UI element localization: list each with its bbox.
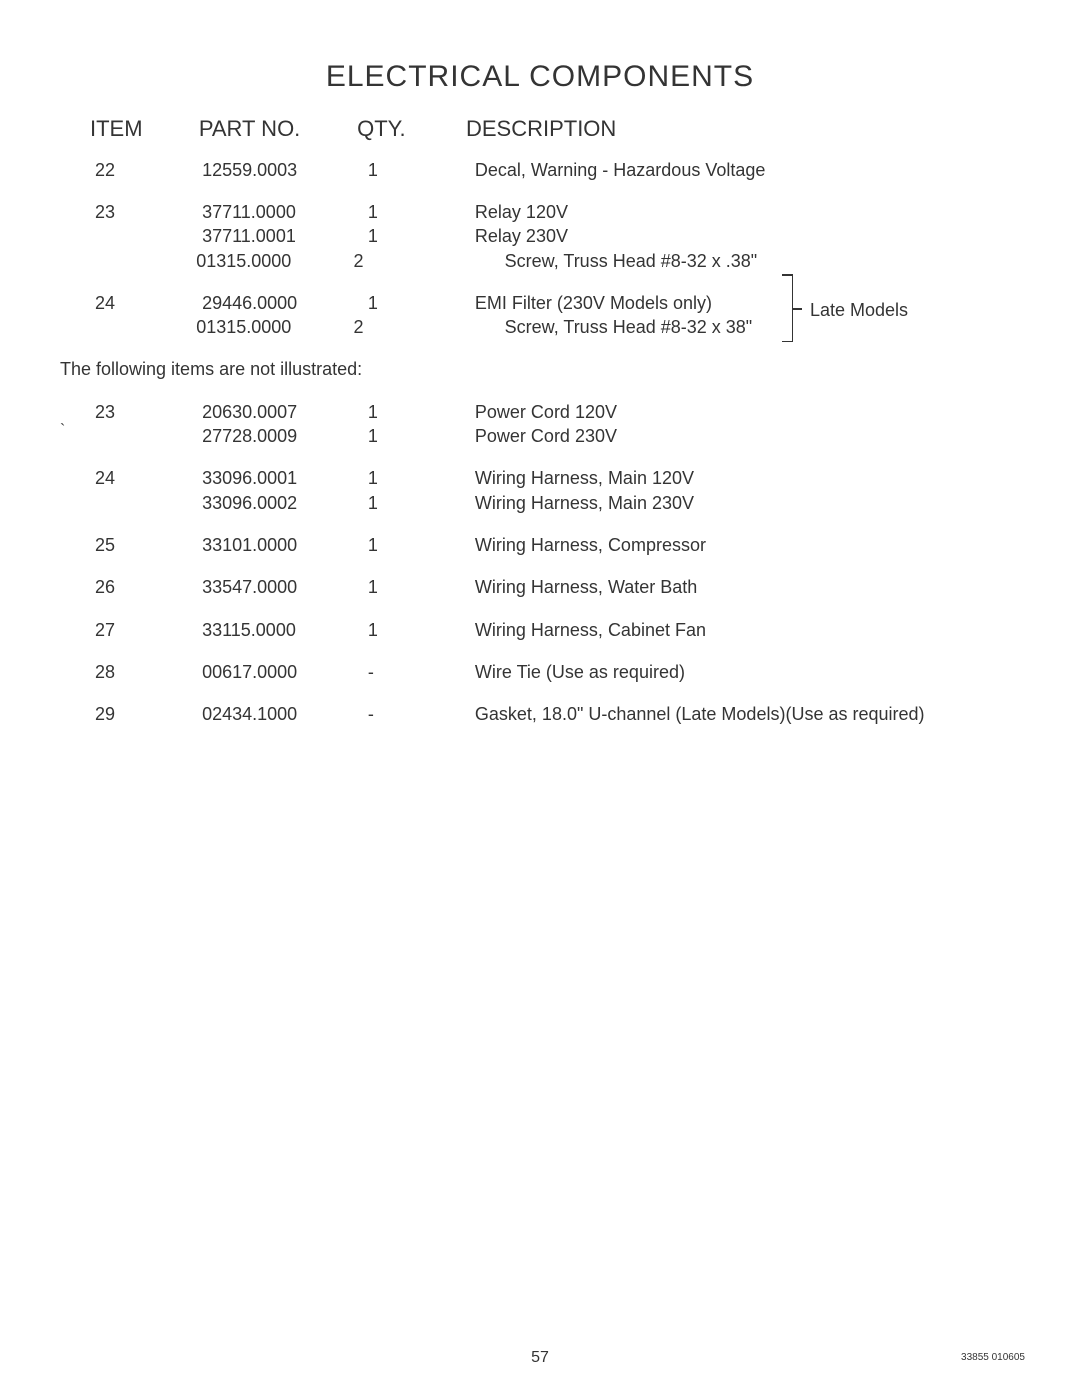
cell-qty: - [358, 660, 475, 684]
cell-desc: Wiring Harness, Cabinet Fan [475, 618, 1020, 642]
cell-desc: Wiring Harness, Main 230V [475, 491, 1020, 515]
page: ELECTRICAL COMPONENTS ITEM PART NO. QTY.… [0, 0, 1080, 1397]
cell-item: 24 [60, 466, 202, 490]
table-group: 2633547.00001Wiring Harness, Water Bath [60, 575, 1020, 599]
table-row: 2800617.0000-Wire Tie (Use as required) [60, 660, 1020, 684]
table-group: 2800617.0000-Wire Tie (Use as required) [60, 660, 1020, 684]
cell-item: 29 [60, 702, 202, 726]
cell-item: 23 [60, 200, 202, 224]
table-group: 2533101.00001Wiring Harness, Compressor [60, 533, 1020, 557]
table-row: 2212559.00031Decal, Warning - Hazardous … [60, 158, 1020, 182]
cell-qty: 1 [358, 224, 475, 248]
cell-desc: Wiring Harness, Water Bath [475, 575, 1020, 599]
table-row: 2533101.00001Wiring Harness, Compressor [60, 533, 1020, 557]
header-part: PART NO. [199, 114, 357, 144]
stray-mark: ` [60, 420, 65, 442]
table-body-bottom: 2320630.00071Power Cord 120V27728.00091P… [60, 400, 1020, 727]
cell-part: 33547.0000 [202, 575, 358, 599]
cell-desc: Relay 230V [475, 224, 1020, 248]
page-number: 57 [0, 1349, 1080, 1367]
header-desc: DESCRIPTION [466, 114, 1020, 144]
cell-part: 29446.0000 [202, 291, 358, 315]
cell-desc: Screw, Truss Head #8-32 x 38" [455, 315, 1020, 339]
table-row: 2320630.00071Power Cord 120V [60, 400, 1020, 424]
cell-part: 33096.0002 [202, 491, 358, 515]
page-footer: 57 33855 010605 [0, 1349, 1080, 1367]
cell-qty: 1 [358, 400, 475, 424]
table-row: 27728.00091Power Cord 230V [60, 424, 1020, 448]
cell-qty: 1 [358, 491, 475, 515]
table-group: 2320630.00071Power Cord 120V27728.00091P… [60, 400, 1020, 449]
cell-qty: 2 [343, 249, 454, 273]
cell-item: 23 [60, 400, 202, 424]
cell-qty: 1 [358, 466, 475, 490]
cell-desc: EMI Filter (230V Models only) [475, 291, 1020, 315]
table-group: 2337711.00001Relay 120V37711.00011Relay … [60, 200, 1020, 273]
cell-desc: Relay 120V [475, 200, 1020, 224]
cell-item: 24 [60, 291, 202, 315]
cell-item: 26 [60, 575, 202, 599]
cell-desc: Power Cord 120V [475, 400, 1020, 424]
cell-item: 27 [60, 618, 202, 642]
cell-part: 01315.0000 [196, 315, 343, 339]
table-row: 37711.00011Relay 230V [60, 224, 1020, 248]
cell-desc: Power Cord 230V [475, 424, 1020, 448]
cell-desc: Gasket, 18.0" U-channel (Late Models)(Us… [475, 702, 1020, 726]
cell-item: 22 [60, 158, 202, 182]
cell-desc: Wire Tie (Use as required) [475, 660, 1020, 684]
cell-desc: Wiring Harness, Main 120V [475, 466, 1020, 490]
cell-item [60, 424, 202, 448]
cell-part: 37711.0001 [202, 224, 358, 248]
table-group: 2433096.00011Wiring Harness, Main 120V33… [60, 466, 1020, 515]
cell-qty: 1 [358, 158, 475, 182]
table-row: 2433096.00011Wiring Harness, Main 120V [60, 466, 1020, 490]
cell-item: 28 [60, 660, 202, 684]
cell-desc: Screw, Truss Head #8-32 x .38" [455, 249, 1020, 273]
bracket-label: Late Models [810, 298, 908, 322]
cell-part: 33096.0001 [202, 466, 358, 490]
cell-part: 33115.0000 [202, 618, 358, 642]
cell-item [60, 315, 196, 339]
cell-qty: 1 [358, 618, 475, 642]
table-row: 2902434.1000-Gasket, 18.0" U-channel (La… [60, 702, 1020, 726]
cell-part: 12559.0003 [202, 158, 358, 182]
bracket-annotation [782, 274, 793, 342]
cell-qty: 1 [358, 424, 475, 448]
cell-desc: Wiring Harness, Compressor [475, 533, 1020, 557]
cell-qty: 1 [358, 575, 475, 599]
table-row: 2337711.00001Relay 120V [60, 200, 1020, 224]
bracket-tick [792, 308, 802, 310]
cell-part: 00617.0000 [202, 660, 358, 684]
cell-item [60, 224, 202, 248]
cell-part: 20630.0007 [202, 400, 358, 424]
table-row: 2633547.00001Wiring Harness, Water Bath [60, 575, 1020, 599]
cell-item: 25 [60, 533, 202, 557]
cell-qty: 1 [358, 533, 475, 557]
cell-part: 33101.0000 [202, 533, 358, 557]
table-row: 2733115.00001Wiring Harness, Cabinet Fan [60, 618, 1020, 642]
table-group: 2733115.00001Wiring Harness, Cabinet Fan [60, 618, 1020, 642]
cell-qty: - [358, 702, 475, 726]
cell-part: 01315.0000 [196, 249, 343, 273]
cell-item [60, 491, 202, 515]
cell-desc: Decal, Warning - Hazardous Voltage [475, 158, 1020, 182]
page-title: ELECTRICAL COMPONENTS [60, 60, 1020, 94]
table-header-row: ITEM PART NO. QTY. DESCRIPTION [60, 114, 1020, 144]
cell-qty: 1 [358, 291, 475, 315]
cell-part: 37711.0000 [202, 200, 358, 224]
cell-part: 27728.0009 [202, 424, 358, 448]
cell-item [60, 249, 196, 273]
cell-qty: 2 [343, 315, 454, 339]
section-note: The following items are not illustrated: [60, 357, 1020, 381]
cell-qty: 1 [358, 200, 475, 224]
table-row: 01315.00002Screw, Truss Head #8-32 x .38… [60, 249, 1020, 273]
header-item: ITEM [60, 114, 199, 144]
table-group: 2902434.1000-Gasket, 18.0" U-channel (La… [60, 702, 1020, 726]
header-qty: QTY. [357, 114, 466, 144]
parts-table: ITEM PART NO. QTY. DESCRIPTION 2212559.0… [60, 114, 1020, 726]
table-group: 2212559.00031Decal, Warning - Hazardous … [60, 158, 1020, 182]
table-row: 33096.00021Wiring Harness, Main 230V [60, 491, 1020, 515]
cell-part: 02434.1000 [202, 702, 358, 726]
doc-id: 33855 010605 [961, 1352, 1025, 1363]
